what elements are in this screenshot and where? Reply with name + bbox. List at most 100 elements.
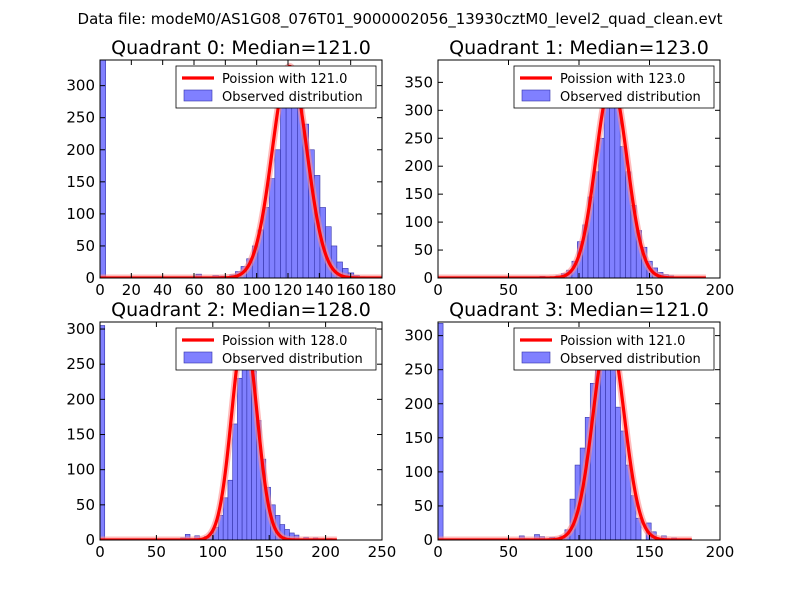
y-tick-label: 250 xyxy=(404,129,433,147)
x-tick-label: 0 xyxy=(95,543,105,561)
x-tick-label: 150 xyxy=(635,543,664,561)
y-tick-label: 300 xyxy=(404,101,433,119)
panel-quadrant-3: Quadrant 3: Median=121.0 0 50 100 150 200 0 50 1… xyxy=(404,299,734,561)
axes-frame xyxy=(99,59,383,279)
legend-label-poisson: Poission with 123.0 xyxy=(560,72,685,87)
panel-title: Quadrant 2: Median=128.0 xyxy=(111,299,371,321)
x-tick-label: 40 xyxy=(153,281,172,299)
y-tick-label: 0 xyxy=(423,531,433,549)
histogram-bar xyxy=(232,423,238,540)
histogram-bar xyxy=(610,345,616,540)
legend-label-observed: Observed distribution xyxy=(222,90,363,105)
y-tick-label: 100 xyxy=(66,205,95,223)
x-tick-label: 0 xyxy=(433,543,443,561)
x-tick-label: 50 xyxy=(147,543,166,561)
histogram-bar xyxy=(615,406,622,540)
y-tick-label: 200 xyxy=(66,141,95,159)
y-tick-label: 0 xyxy=(85,269,95,287)
histogram-bar xyxy=(100,60,106,278)
y-tick-label: 150 xyxy=(404,185,433,203)
y-tick-label: 350 xyxy=(404,73,433,91)
figure-suptitle: Data file: modeM0/AS1G08_076T01_90000020… xyxy=(78,10,723,29)
panel-quadrant-1: Quadrant 1: Median=123.0 0 50 100 150 200 0 50 1… xyxy=(404,37,734,299)
x-tick-label: 140 xyxy=(305,281,334,299)
y-tick-label: 200 xyxy=(404,395,433,413)
legend: Poission with 123.0 Observed distribution xyxy=(513,65,715,109)
y-tick-label: 0 xyxy=(423,269,433,287)
histogram-bar xyxy=(285,101,293,278)
x-tick-label: 80 xyxy=(216,281,235,299)
legend-bar-swatch xyxy=(183,89,213,102)
panels: Quadrant 0: Median=121.00 20 40 60 80 100 120 1… xyxy=(66,37,734,561)
legend-label-poisson: Poission with 128.0 xyxy=(222,334,347,349)
y-tick-label: 200 xyxy=(404,157,433,175)
histogram-bar xyxy=(237,377,243,540)
y-tick-label: 300 xyxy=(66,77,95,95)
y-tick-label: 100 xyxy=(66,461,95,479)
x-tick-label: 100 xyxy=(198,543,227,561)
y-tick-label: 150 xyxy=(404,429,433,447)
poisson-curve xyxy=(438,80,706,278)
x-tick-label: 60 xyxy=(184,281,203,299)
histogram-bar xyxy=(609,84,616,278)
legend-label-observed: Observed distribution xyxy=(560,90,701,105)
legend-label-poisson: Poission with 121.0 xyxy=(222,72,347,87)
y-tick-label: 100 xyxy=(404,213,433,231)
x-tick-label: 100 xyxy=(565,543,594,561)
y-tick-label: 150 xyxy=(66,426,95,444)
y-tick-label: 150 xyxy=(66,173,95,191)
histogram-bar xyxy=(600,365,606,540)
histogram-bar xyxy=(227,479,233,540)
plot-area xyxy=(438,78,706,278)
legend-bar-swatch xyxy=(521,89,551,102)
panel-title: Quadrant 0: Median=121.0 xyxy=(111,37,371,59)
histogram-bar xyxy=(274,149,281,278)
legend: Poission with 128.0 Observed distribution xyxy=(175,327,377,371)
poisson-curve xyxy=(438,330,692,540)
histogram-bar xyxy=(100,325,106,540)
y-tick-label: 250 xyxy=(66,355,95,373)
poisson-curve xyxy=(100,64,382,278)
y-tick-label: 250 xyxy=(404,361,433,379)
y-tick-label: 200 xyxy=(66,390,95,408)
x-tick-label: 150 xyxy=(255,543,284,561)
histogram-bar xyxy=(603,93,610,278)
panel-quadrant-0: Quadrant 0: Median=121.00 20 40 60 80 100 120 1… xyxy=(66,37,396,299)
y-tick-label: 0 xyxy=(85,531,95,549)
x-tick-label: 150 xyxy=(635,281,664,299)
poisson-curve-glow xyxy=(438,78,706,278)
x-tick-label: 200 xyxy=(706,543,735,561)
x-tick-label: 20 xyxy=(122,281,141,299)
legend-bar-swatch xyxy=(183,351,213,364)
x-tick-label: 160 xyxy=(336,281,365,299)
y-tick-label: 100 xyxy=(404,463,433,481)
legend: Poission with 121.0 Observed distribution xyxy=(513,327,715,371)
x-tick-label: 100 xyxy=(242,281,271,299)
panel-title: Quadrant 3: Median=121.0 xyxy=(449,299,709,321)
plot-area xyxy=(438,323,692,540)
x-tick-label: 50 xyxy=(499,281,518,299)
legend-bar-swatch xyxy=(521,351,551,364)
histogram-bar xyxy=(438,323,444,540)
panel-title: Quadrant 1: Median=123.0 xyxy=(449,37,709,59)
axes-frame xyxy=(99,321,383,541)
y-tick-label: 50 xyxy=(76,496,95,514)
y-tick-label: 300 xyxy=(404,327,433,345)
x-tick-label: 50 xyxy=(499,543,518,561)
y-tick-label: 50 xyxy=(414,497,433,515)
y-tick-label: 50 xyxy=(414,241,433,259)
x-tick-label: 180 xyxy=(368,281,397,299)
x-tick-label: 0 xyxy=(95,281,105,299)
legend-label-observed: Observed distribution xyxy=(560,352,701,367)
x-tick-label: 100 xyxy=(565,281,594,299)
x-tick-label: 0 xyxy=(433,281,443,299)
histogram-bar xyxy=(614,104,621,278)
legend-label-observed: Observed distribution xyxy=(222,352,363,367)
legend: Poission with 121.0 Observed distribution xyxy=(175,65,377,109)
legend-label-poisson: Poission with 121.0 xyxy=(560,334,685,349)
y-tick-label: 250 xyxy=(66,109,95,127)
y-tick-label: 50 xyxy=(76,237,95,255)
x-tick-label: 250 xyxy=(368,543,397,561)
histogram-bar xyxy=(268,178,276,278)
y-tick-label: 300 xyxy=(66,320,95,338)
